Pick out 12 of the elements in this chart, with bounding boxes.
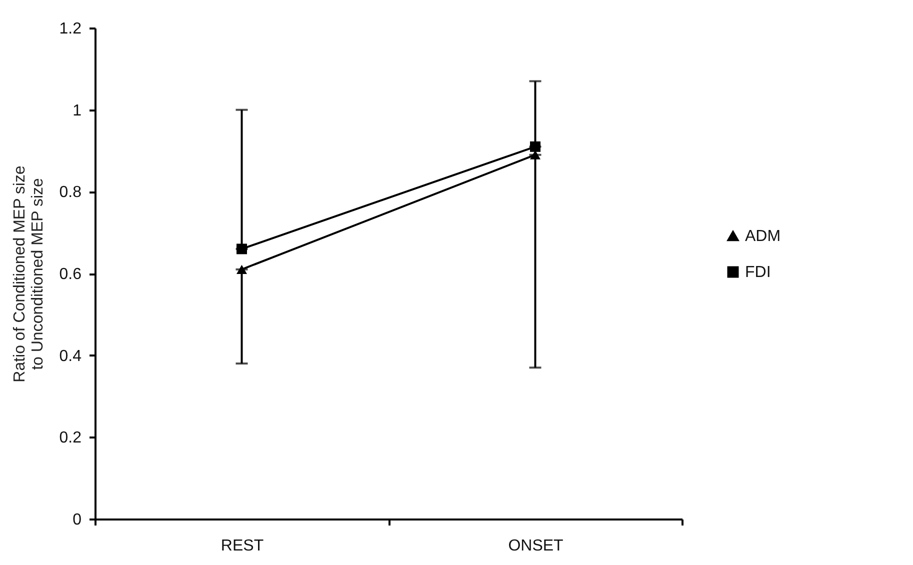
y-tick-label: 0	[72, 512, 82, 528]
y-tick-label: 0.8	[59, 184, 82, 202]
y-axis-title: Ratio of Conditioned MEP size to Unconditioned MEP size	[11, 166, 46, 382]
y-tick-label: 1	[72, 102, 82, 120]
y-tick-label: 0.4	[59, 348, 82, 365]
legend-label: ADM	[745, 228, 781, 245]
legend-label: FDI	[745, 264, 771, 281]
x-tick-label: REST	[220, 538, 264, 554]
y-tick-label: 1.2	[59, 20, 82, 38]
y-tick-label: 0.2	[59, 430, 82, 447]
x-tick-label: ONSET	[508, 538, 564, 554]
y-tick-label: 0.6	[59, 266, 82, 283]
